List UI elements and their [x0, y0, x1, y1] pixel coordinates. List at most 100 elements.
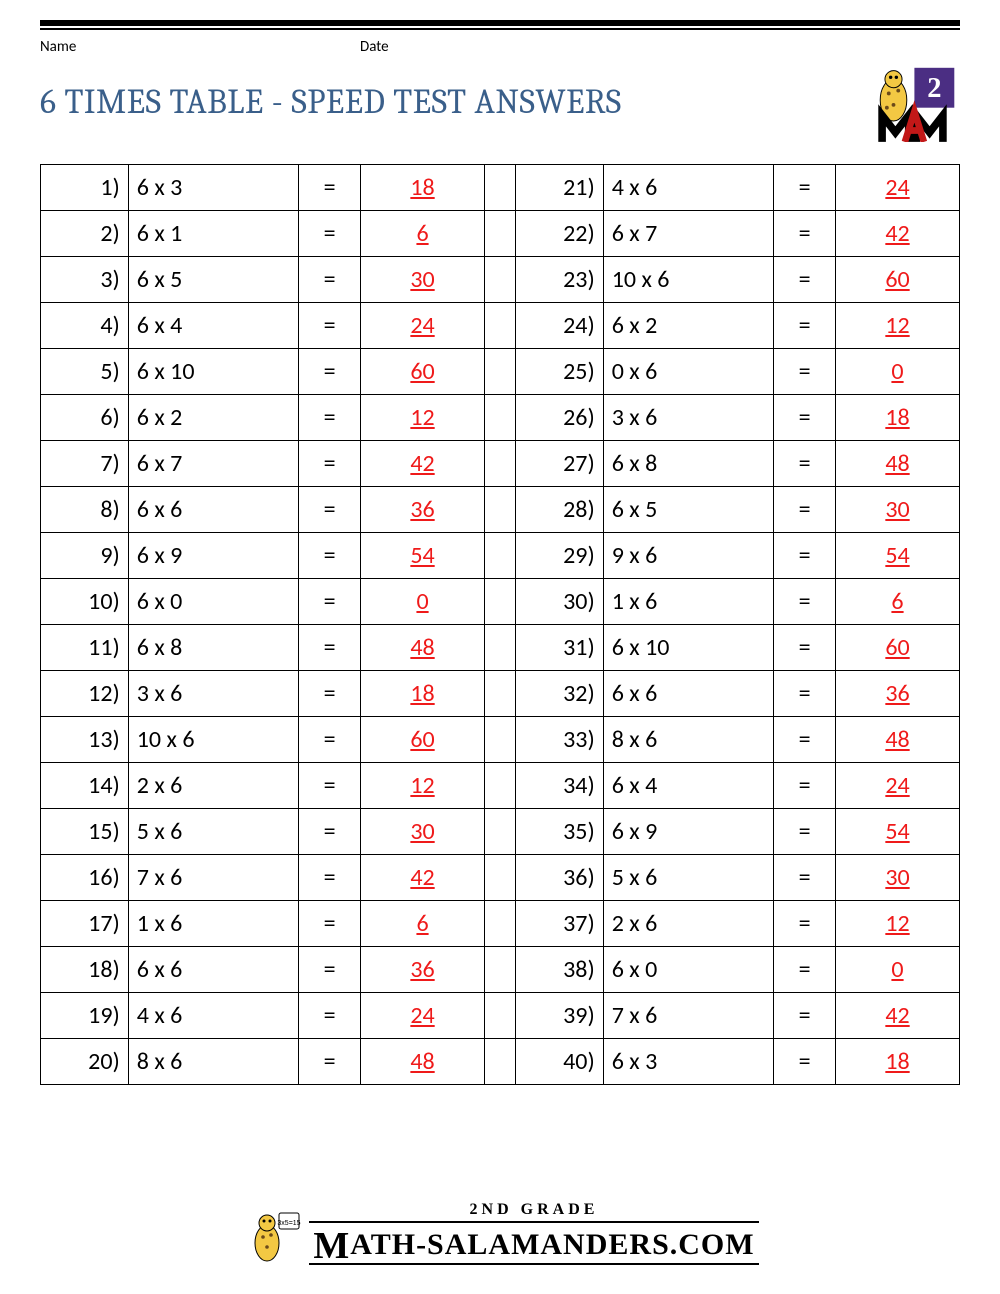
- col-gap: [484, 578, 515, 624]
- title-wrap: 6 TIMES TABLE - SPEED TEST ANSWERS 2: [40, 62, 960, 142]
- q-equals: =: [299, 946, 361, 992]
- footer: 3x5=15 2ND GRADE MATH-SALAMANDERS.COM: [0, 1201, 1000, 1270]
- q-answer: 48: [361, 624, 485, 670]
- q-equals: =: [774, 440, 836, 486]
- table-row: 3)6 x 5=3023)10 x 6=60: [41, 256, 960, 302]
- q-equals: =: [774, 670, 836, 716]
- q-answer: 18: [361, 670, 485, 716]
- q-answer: 54: [836, 808, 960, 854]
- q-answer: 24: [836, 164, 960, 210]
- q-number: 19): [41, 992, 129, 1038]
- q-answer: 30: [361, 256, 485, 302]
- q-answer: 36: [361, 946, 485, 992]
- q-number: 18): [41, 946, 129, 992]
- q-number: 32): [515, 670, 603, 716]
- q-number: 2): [41, 210, 129, 256]
- q-answer: 48: [361, 1038, 485, 1084]
- q-answer: 12: [361, 394, 485, 440]
- q-answer: 36: [836, 670, 960, 716]
- q-problem: 2 x 6: [128, 762, 298, 808]
- name-label: Name: [40, 38, 340, 56]
- q-equals: =: [299, 532, 361, 578]
- q-equals: =: [299, 716, 361, 762]
- q-problem: 1 x 6: [603, 578, 773, 624]
- q-problem: 6 x 0: [603, 946, 773, 992]
- q-number: 7): [41, 440, 129, 486]
- q-problem: 6 x 6: [128, 486, 298, 532]
- q-answer: 0: [361, 578, 485, 624]
- q-problem: 10 x 6: [128, 716, 298, 762]
- q-number: 25): [515, 348, 603, 394]
- q-problem: 7 x 6: [128, 854, 298, 900]
- table-row: 18)6 x 6=3638)6 x 0=0: [41, 946, 960, 992]
- q-number: 34): [515, 762, 603, 808]
- col-gap: [484, 946, 515, 992]
- q-problem: 9 x 6: [603, 532, 773, 578]
- col-gap: [484, 256, 515, 302]
- q-problem: 3 x 6: [128, 670, 298, 716]
- q-number: 10): [41, 578, 129, 624]
- header-row: Name Date: [40, 38, 960, 56]
- q-equals: =: [299, 348, 361, 394]
- col-gap: [484, 302, 515, 348]
- q-equals: =: [299, 440, 361, 486]
- top-rule-thick: [40, 20, 960, 26]
- col-gap: [484, 716, 515, 762]
- worksheet-page: Name Date 6 TIMES TABLE - SPEED TEST ANS…: [0, 0, 1000, 1294]
- q-number: 40): [515, 1038, 603, 1084]
- q-answer: 24: [361, 992, 485, 1038]
- q-problem: 6 x 4: [603, 762, 773, 808]
- q-number: 23): [515, 256, 603, 302]
- q-answer: 12: [361, 762, 485, 808]
- col-gap: [484, 624, 515, 670]
- q-answer: 60: [361, 348, 485, 394]
- table-row: 11)6 x 8=4831)6 x 10=60: [41, 624, 960, 670]
- q-equals: =: [774, 348, 836, 394]
- q-problem: 6 x 3: [128, 164, 298, 210]
- q-answer: 18: [361, 164, 485, 210]
- badge-number: 2: [927, 73, 941, 104]
- q-equals: =: [774, 1038, 836, 1084]
- col-gap: [484, 762, 515, 808]
- q-number: 28): [515, 486, 603, 532]
- q-number: 20): [41, 1038, 129, 1084]
- q-equals: =: [774, 394, 836, 440]
- q-problem: 1 x 6: [128, 900, 298, 946]
- q-problem: 6 x 7: [603, 210, 773, 256]
- q-equals: =: [774, 900, 836, 946]
- q-answer: 0: [836, 946, 960, 992]
- q-number: 24): [515, 302, 603, 348]
- col-gap: [484, 670, 515, 716]
- q-number: 5): [41, 348, 129, 394]
- q-equals: =: [299, 164, 361, 210]
- q-number: 36): [515, 854, 603, 900]
- date-label: Date: [360, 38, 960, 56]
- q-answer: 6: [361, 210, 485, 256]
- table-row: 6)6 x 2=1226)3 x 6=18: [41, 394, 960, 440]
- table-row: 4)6 x 4=2424)6 x 2=12: [41, 302, 960, 348]
- col-gap: [484, 900, 515, 946]
- q-problem: 6 x 4: [128, 302, 298, 348]
- footer-card-text: 3x5=15: [278, 1220, 301, 1227]
- q-equals: =: [299, 762, 361, 808]
- col-gap: [484, 394, 515, 440]
- q-number: 30): [515, 578, 603, 624]
- q-equals: =: [299, 210, 361, 256]
- q-equals: =: [774, 808, 836, 854]
- q-answer: 12: [836, 302, 960, 348]
- q-equals: =: [774, 578, 836, 624]
- q-answer: 30: [836, 854, 960, 900]
- q-number: 26): [515, 394, 603, 440]
- col-gap: [484, 532, 515, 578]
- q-equals: =: [774, 992, 836, 1038]
- top-rule-thin: [40, 28, 960, 30]
- q-equals: =: [774, 210, 836, 256]
- q-problem: 6 x 9: [603, 808, 773, 854]
- q-equals: =: [774, 762, 836, 808]
- footer-big-m: M: [313, 1225, 350, 1267]
- q-number: 6): [41, 394, 129, 440]
- q-number: 31): [515, 624, 603, 670]
- q-equals: =: [299, 808, 361, 854]
- q-answer: 60: [836, 256, 960, 302]
- q-equals: =: [774, 256, 836, 302]
